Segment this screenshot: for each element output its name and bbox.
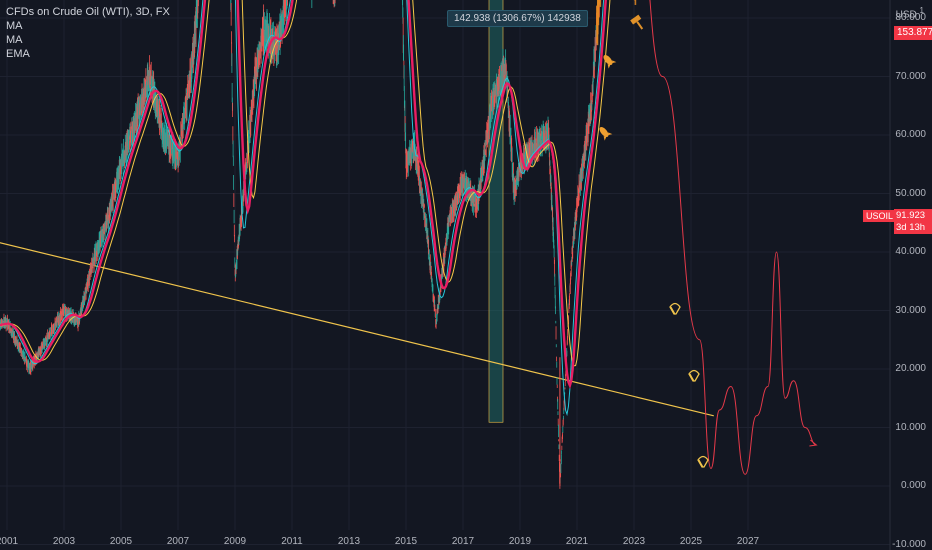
x-tick-label: 2001: [0, 536, 19, 547]
y-tick-label: 10.000: [895, 421, 926, 433]
x-tick-label: 2017: [451, 536, 475, 547]
symbol-title[interactable]: CFDs on Crude Oil (WTI), 3D, FX: [6, 6, 170, 18]
indicator-ma-1[interactable]: MA: [6, 20, 23, 32]
x-tick-label: 2013: [337, 536, 361, 547]
x-tick-label: 2009: [223, 536, 247, 547]
y-tick-label: 50.000: [895, 187, 926, 199]
ma-line-2: [0, 0, 611, 367]
y-tick-label: 30.000: [895, 304, 926, 316]
y-tick-label: -10.000: [892, 538, 926, 550]
ma-line-1: [0, 0, 605, 417]
y-tick-label: 0.000: [900, 480, 926, 491]
x-tick-label: 2003: [52, 536, 76, 547]
y-tick-label: 70.000: [895, 70, 926, 82]
currency-label[interactable]: USD 1: [896, 6, 924, 20]
current-price-value: 91.923: [896, 210, 926, 221]
y-tick-label: 60.000: [895, 129, 926, 140]
projection-arrow: [809, 439, 818, 447]
x-tick-label: 2021: [565, 536, 589, 547]
countdown: 3d 13h: [896, 221, 926, 233]
rocket-icon: [603, 55, 617, 69]
measure-tooltip: 142.938 (1306.67%) 142938: [447, 10, 588, 27]
projection-line: [649, 0, 817, 475]
x-tick-label: 2011: [281, 536, 303, 547]
x-tick-label: 2027: [736, 536, 760, 547]
y-tick-label: 80.000: [895, 12, 926, 23]
hammer-icon: [630, 14, 644, 30]
channel-lower-line: [0, 242, 714, 417]
parachute-icon: [688, 369, 700, 382]
x-tick-label: 2025: [679, 536, 703, 547]
price-candles: [0, 0, 600, 489]
chart-legend: CFDs on Crude Oil (WTI), 3D, FX MA MA EM…: [6, 5, 170, 61]
chart-lines: [0, 0, 818, 489]
ema-line: [0, 0, 607, 390]
symbol-tag: USOIL: [863, 210, 897, 222]
x-tick-label: 2005: [109, 536, 133, 547]
x-tick-label: 2007: [166, 536, 190, 547]
chart-grid: [0, 0, 891, 550]
parachute-icon: [697, 455, 709, 468]
indicator-ema[interactable]: EMA: [6, 48, 30, 60]
rocket-icon: [599, 127, 613, 141]
y-tick-label: 40.000: [895, 246, 926, 257]
indicator-ma-2[interactable]: MA: [6, 34, 23, 46]
x-tick-label: 2015: [394, 536, 418, 547]
parachute-icon: [669, 302, 681, 315]
top-price-badge: 153.877: [894, 26, 932, 40]
x-tick-label: 2019: [508, 536, 532, 547]
highlight-candles: [596, 0, 637, 46]
chart-icons: [599, 14, 709, 468]
current-price-badge: 91.923 3d 13h: [894, 209, 932, 234]
y-tick-label: 20.000: [895, 363, 926, 374]
x-tick-label: 2023: [622, 536, 646, 547]
currency-multiplier: 1: [919, 6, 924, 15]
currency-code: USD: [895, 9, 917, 21]
